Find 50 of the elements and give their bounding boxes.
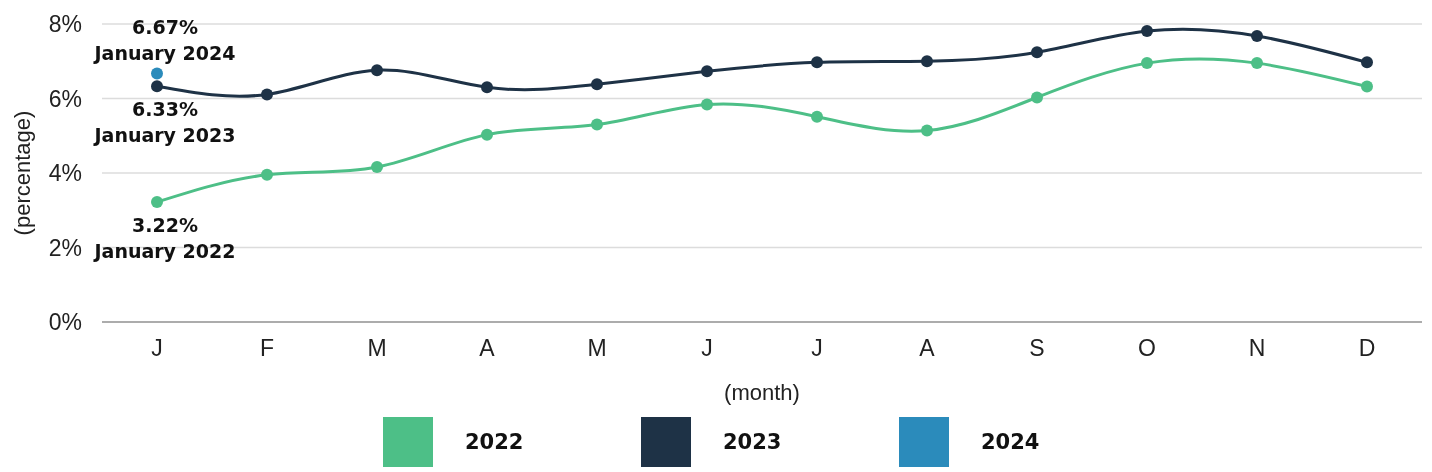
point bbox=[261, 168, 273, 181]
point bbox=[921, 124, 933, 137]
point bbox=[811, 56, 823, 69]
data-label: 3.22% January 2022 bbox=[92, 214, 236, 263]
point bbox=[1361, 56, 1373, 69]
y-tick-label: 0% bbox=[48, 309, 82, 336]
x-tick-label: A bbox=[919, 335, 936, 362]
point bbox=[151, 80, 163, 93]
legend-label: 2024 bbox=[981, 430, 1040, 454]
point bbox=[151, 196, 163, 209]
point bbox=[151, 67, 163, 80]
x-tick-label: N bbox=[1248, 335, 1266, 362]
point bbox=[921, 55, 933, 68]
y-axis-title: (percentage) bbox=[9, 110, 35, 236]
x-tick-label: J bbox=[811, 335, 823, 362]
x-tick-label: O bbox=[1138, 335, 1156, 362]
x-tick-label: J bbox=[701, 335, 713, 362]
point bbox=[261, 88, 273, 101]
x-tick-label: S bbox=[1029, 335, 1045, 362]
point bbox=[481, 81, 493, 94]
x-tick-label: D bbox=[1358, 335, 1376, 362]
x-tick-label: M bbox=[367, 335, 387, 362]
data-label: 6.33% January 2023 bbox=[92, 98, 236, 147]
data-label: 6.67% January 2024 bbox=[92, 15, 236, 64]
y-tick-label: 8% bbox=[48, 11, 82, 38]
point bbox=[1361, 80, 1373, 93]
y-tick-label: 6% bbox=[48, 85, 82, 112]
x-tick-label: J bbox=[151, 335, 163, 362]
legend-label: 2022 bbox=[465, 430, 524, 454]
point bbox=[1251, 29, 1263, 42]
point bbox=[591, 118, 603, 131]
x-tick-label: M bbox=[587, 335, 607, 362]
point bbox=[811, 110, 823, 123]
legend-label: 2023 bbox=[723, 430, 782, 454]
point bbox=[371, 64, 383, 77]
point bbox=[1141, 57, 1153, 70]
point bbox=[701, 98, 713, 111]
point bbox=[1031, 46, 1043, 59]
x-tick-label: A bbox=[479, 335, 496, 362]
x-tick-label: F bbox=[259, 335, 275, 362]
point bbox=[1141, 25, 1153, 38]
y-tick-label: 4% bbox=[48, 160, 82, 187]
point bbox=[1031, 91, 1043, 104]
point bbox=[1251, 57, 1263, 70]
y-tick-label: 2% bbox=[48, 234, 82, 261]
x-axis-title: (month) bbox=[724, 380, 800, 405]
point bbox=[481, 128, 493, 141]
point bbox=[371, 161, 383, 174]
point bbox=[701, 65, 713, 78]
point bbox=[591, 78, 603, 91]
